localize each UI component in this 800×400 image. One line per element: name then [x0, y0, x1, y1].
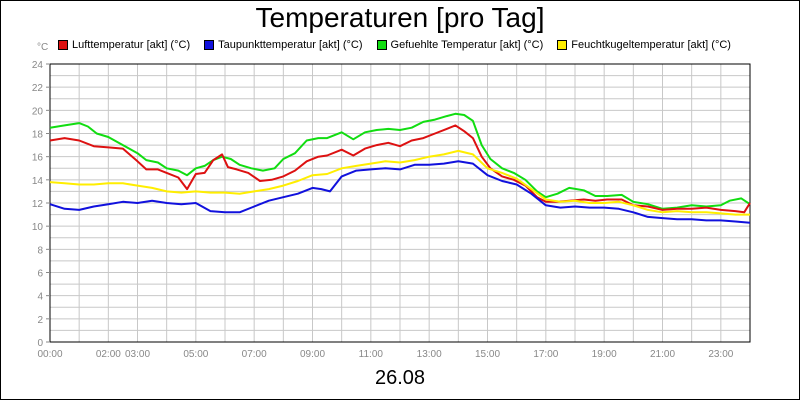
y-tick-label: 4	[37, 292, 43, 303]
y-tick-label: 14	[32, 176, 44, 187]
x-tick-label: 05:00	[183, 349, 208, 360]
x-tick-label: 03:00	[125, 349, 150, 360]
y-tick-label: 22	[32, 83, 44, 94]
legend-label-feuchtkugeltemperatur: Feuchtkugeltemperatur [akt] (°C)	[571, 39, 731, 51]
legend-label-gefuehlte-temperatur: Gefuehlte Temperatur [akt] (°C)	[390, 39, 544, 51]
x-tick-label: 21:00	[650, 349, 675, 360]
y-axis-unit: °C	[37, 42, 49, 53]
x-tick-label: 07:00	[242, 349, 267, 360]
x-tick-label: 17:00	[533, 349, 558, 360]
legend-swatch-taupunkttemperatur	[204, 40, 215, 50]
series-line-lufttemperatur	[49, 124, 751, 214]
x-tick-label: 13:00	[417, 349, 442, 360]
y-tick-label: 20	[32, 106, 44, 117]
y-tick-label: 0	[37, 338, 43, 349]
x-tick-label: 15:00	[475, 349, 500, 360]
series-line-feuchtkugeltemperatur	[49, 149, 750, 216]
legend-swatch-gefuehlte-temperatur	[376, 40, 387, 50]
x-tick-label: 00:00	[37, 349, 62, 360]
y-tick-label: 10	[32, 222, 44, 233]
legend-swatch-feuchtkugeltemperatur	[557, 40, 568, 50]
date-label: 26.08	[374, 367, 426, 389]
x-tick-label: 09:00	[300, 349, 325, 360]
y-tick-label: 8	[37, 245, 43, 256]
series-line-gefuehlte-temperatur	[49, 112, 751, 210]
chart-legend: Lufttemperatur [akt] (°C) Taupunkttemper…	[58, 37, 745, 53]
legend-label-taupunkttemperatur: Taupunkttemperatur [akt] (°C)	[218, 39, 363, 51]
y-tick-label: 18	[32, 130, 44, 141]
y-tick-label: 16	[32, 153, 44, 164]
x-tick-label: 23:00	[708, 349, 733, 360]
series-line-taupunkttemperatur	[49, 160, 751, 224]
legend-item-lufttemperatur: Lufttemperatur [akt] (°C)	[58, 39, 190, 51]
legend-swatch-lufttemperatur	[58, 40, 68, 50]
legend-item-taupunkttemperatur: Taupunkttemperatur [akt] (°C)	[204, 39, 363, 51]
chart-title: Temperaturen [pro Tag]	[255, 2, 545, 33]
legend-label-lufttemperatur: Lufttemperatur [akt] (°C)	[72, 39, 191, 51]
y-tick-label: 12	[32, 199, 44, 210]
x-tick-label: 02:00	[96, 349, 121, 360]
legend-item-gefuehlte-temperatur: Gefuehlte Temperatur [akt] (°C)	[376, 39, 544, 51]
y-tick-label: 6	[37, 269, 43, 280]
x-tick-label: 19:00	[592, 349, 617, 360]
legend-item-feuchtkugeltemperatur: Feuchtkugeltemperatur [akt] (°C)	[557, 39, 731, 51]
y-tick-label: 2	[37, 315, 43, 326]
y-tick-label: 24	[32, 60, 44, 71]
x-tick-label: 11:00	[359, 349, 384, 360]
